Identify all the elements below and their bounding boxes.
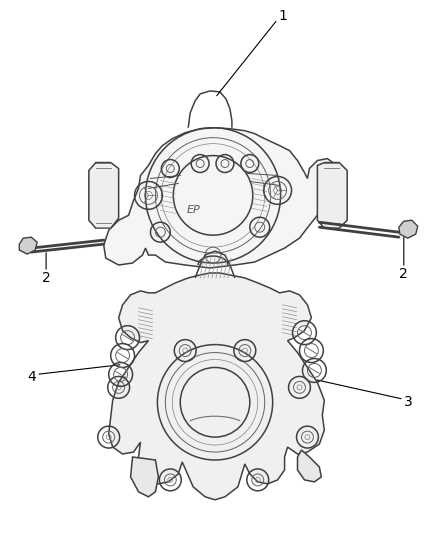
Text: 1: 1 <box>278 9 287 23</box>
Text: 4: 4 <box>27 370 35 384</box>
Text: EP: EP <box>186 205 200 215</box>
Polygon shape <box>318 163 347 228</box>
Text: 2: 2 <box>42 271 50 285</box>
Polygon shape <box>109 273 324 500</box>
Polygon shape <box>297 450 321 482</box>
Polygon shape <box>89 163 119 228</box>
Text: 2: 2 <box>399 267 408 281</box>
Text: 3: 3 <box>404 395 413 409</box>
Polygon shape <box>19 237 37 254</box>
Polygon shape <box>131 457 159 497</box>
Polygon shape <box>399 220 418 238</box>
Polygon shape <box>104 128 339 268</box>
